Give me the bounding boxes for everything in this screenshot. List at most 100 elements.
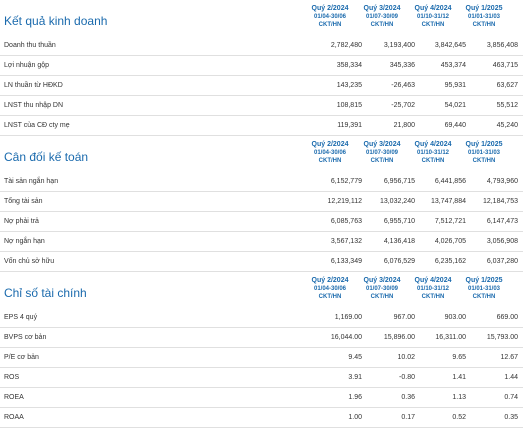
table-row: Tài sản ngắn hạn 6,152,779 6,956,715 6,441,… — [0, 172, 523, 192]
section-title: Cân đối kế toán — [4, 150, 89, 164]
cell-value: 3,056,908 — [486, 238, 518, 245]
period-header: Quý 1/2025 01/01-31/03 CKT/HN — [457, 141, 511, 165]
cell-value: 0.35 — [504, 414, 518, 421]
period-quarter: Quý 3/2024 — [363, 141, 401, 148]
period-unit: CKT/HN — [370, 158, 394, 164]
table-row: ROS 3.91 -0.80 1.41 1.44 — [0, 368, 523, 388]
cell-value: 15,896.00 — [383, 334, 415, 341]
period-quarter: Quý 1/2025 — [465, 5, 503, 12]
cell-value: 0.36 — [401, 394, 415, 401]
cell-value: -26,463 — [391, 82, 415, 89]
cell-value: 9.65 — [452, 354, 466, 361]
cell-value: 108,815 — [336, 102, 362, 109]
period-range: 01/10-31/12 — [416, 150, 450, 156]
period-quarter: Quý 1/2025 — [465, 277, 503, 284]
row-label: ROAA — [4, 414, 24, 421]
cell-value: 0.74 — [504, 394, 518, 401]
table-row: Lợi nhuận gộp 358,334 345,336 453,374 463,71… — [0, 56, 523, 76]
cell-value: 1.41 — [452, 374, 466, 381]
period-header: Quý 1/2025 01/01-31/03 CKT/HN — [457, 5, 511, 29]
cell-value: 3,567,132 — [330, 238, 362, 245]
period-range: 01/10-31/12 — [416, 286, 450, 292]
period-range: 01/04-30/06 — [313, 286, 347, 292]
cell-value: 13,032,240 — [379, 198, 415, 205]
cell-value: 143,235 — [336, 82, 362, 89]
table-row: BVPS cơ bản 16,044.00 15,896.00 16,311.00 15… — [0, 328, 523, 348]
period-quarter: Quý 4/2024 — [414, 141, 452, 148]
cell-value: 6,235,162 — [434, 258, 466, 265]
cell-value: 55,512 — [496, 102, 518, 109]
period-unit: CKT/HN — [318, 22, 342, 28]
cell-value: 63,627 — [496, 82, 518, 89]
period-unit: CKT/HN — [472, 158, 496, 164]
cell-value: 45,240 — [496, 122, 518, 129]
table-row: P/E cơ bản 9.45 10.02 9.65 12.67 — [0, 348, 523, 368]
period-header: Quý 2/2024 01/04-30/06 CKT/HN — [303, 5, 357, 29]
period-quarter: Quý 2/2024 — [311, 5, 349, 12]
table-row: Nợ phải trả 6,085,763 6,955,710 7,512,721 6,… — [0, 212, 523, 232]
cell-value: 6,152,779 — [330, 178, 362, 185]
row-label: EPS 4 quý — [4, 314, 38, 321]
cell-value: 15,793.00 — [486, 334, 518, 341]
period-header: Quý 2/2024 01/04-30/06 CKT/HN — [303, 277, 357, 301]
table-row: LNST thu nhập DN 108,815 -25,702 54,021 55,5… — [0, 96, 523, 116]
row-label: Tổng tài sản — [4, 198, 43, 205]
period-unit: CKT/HN — [472, 22, 496, 28]
cell-value: 16,311.00 — [435, 334, 466, 341]
cell-value: -25,702 — [391, 102, 415, 109]
period-range: 01/07-30/09 — [365, 286, 399, 292]
period-header: Quý 3/2024 01/07-30/09 CKT/HN — [355, 277, 409, 301]
table-row: Vốn chủ sở hữu 6,133,349 6,076,529 6,235,16… — [0, 252, 523, 272]
cell-value: 4,026,705 — [434, 238, 466, 245]
cell-value: 669.00 — [496, 314, 518, 321]
table-row: Tổng tài sản 12,219,112 13,032,240 13,747,8… — [0, 192, 523, 212]
section-title: Kết quả kinh doanh — [4, 14, 108, 28]
period-unit: CKT/HN — [421, 294, 445, 300]
cell-value: 6,133,349 — [330, 258, 362, 265]
cell-value: 1.96 — [348, 394, 362, 401]
row-label: Lợi nhuận gộp — [4, 62, 50, 69]
period-header: Quý 1/2025 01/01-31/03 CKT/HN — [457, 277, 511, 301]
cell-value: 3,842,645 — [434, 42, 466, 49]
period-range: 01/07-30/09 — [365, 14, 399, 20]
cell-value: 3,193,400 — [383, 42, 415, 49]
cell-value: 1.44 — [504, 374, 518, 381]
period-unit: CKT/HN — [370, 294, 394, 300]
cell-value: 453,374 — [440, 62, 466, 69]
section-header: Kết quả kinh doanh Quý 2/2024 01/04-30/06 C… — [0, 0, 523, 36]
period-unit: CKT/HN — [370, 22, 394, 28]
cell-value: 12.67 — [500, 354, 518, 361]
cell-value: 463,715 — [492, 62, 518, 69]
section-header: Chỉ số tài chính Quý 2/2024 01/04-30/06 CKT… — [0, 272, 523, 308]
row-label: Nợ phải trả — [4, 218, 39, 225]
row-label: ROS — [4, 374, 20, 381]
table-row: ROEA 1.96 0.36 1.13 0.74 — [0, 388, 523, 408]
cell-value: 12,184,753 — [482, 198, 518, 205]
period-unit: CKT/HN — [318, 158, 342, 164]
cell-value: 9.45 — [348, 354, 362, 361]
cell-value: 6,956,715 — [383, 178, 415, 185]
period-range: 01/01-31/03 — [467, 150, 501, 156]
period-quarter: Quý 4/2024 — [414, 5, 452, 12]
cell-value: 1.13 — [452, 394, 466, 401]
cell-value: 358,334 — [336, 62, 362, 69]
cell-value: 967.00 — [393, 314, 415, 321]
period-header: Quý 4/2024 01/10-31/12 CKT/HN — [406, 277, 460, 301]
period-range: 01/01-31/03 — [467, 286, 501, 292]
row-label: Tài sản ngắn hạn — [4, 178, 59, 185]
period-range: 01/07-30/09 — [365, 150, 399, 156]
period-header: Quý 4/2024 01/10-31/12 CKT/HN — [406, 141, 460, 165]
row-label: LNST thu nhập DN — [4, 102, 64, 109]
cell-value: 12,219,112 — [327, 198, 362, 205]
cell-value: 54,021 — [444, 102, 466, 109]
cell-value: 6,147,473 — [486, 218, 518, 225]
period-header: Quý 3/2024 01/07-30/09 CKT/HN — [355, 5, 409, 29]
table-row: ROAA 1.00 0.17 0.52 0.35 — [0, 408, 523, 428]
cell-value: 21,800 — [393, 122, 415, 129]
period-unit: CKT/HN — [318, 294, 342, 300]
row-label: ROEA — [4, 394, 24, 401]
section-header: Cân đối kế toán Quý 2/2024 01/04-30/06 CKT/… — [0, 136, 523, 172]
cell-value: 3.91 — [348, 374, 362, 381]
period-range: 01/04-30/06 — [313, 14, 347, 20]
cell-value: 903.00 — [444, 314, 466, 321]
